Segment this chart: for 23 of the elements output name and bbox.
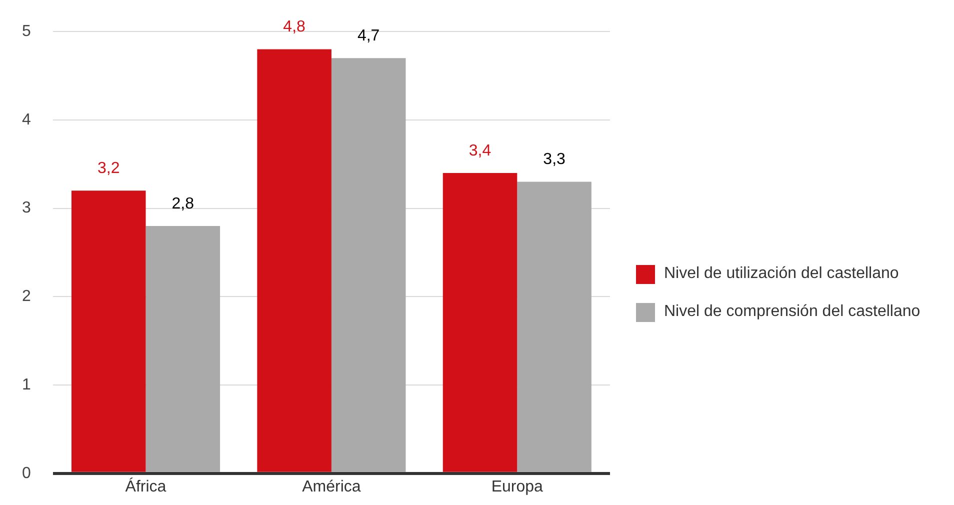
bar [442,172,518,472]
data-label: 4,8 [283,18,306,36]
bar [257,49,332,472]
bar [146,226,220,472]
bar [331,58,406,472]
y-tick-label: 2 [22,288,31,306]
y-tick-label: 3 [22,200,31,217]
x-tick-label: Europa [491,478,544,496]
data-label: 3,4 [468,142,492,160]
bar [517,182,592,472]
data-label: 3,2 [97,160,120,178]
y-tick-label: 5 [22,23,31,40]
data-label: 2,8 [172,195,194,212]
y-tick-label: 1 [22,376,31,394]
data-label: 3,3 [543,151,566,168]
x-tick-label: África [125,477,166,496]
legend-label: Nivel de utilización del castellano [664,265,899,283]
x-tick-label: América [302,478,361,496]
data-label: 4,7 [357,28,380,45]
y-tick-label: 0 [22,464,31,482]
legend-label: Nivel de comprensión del castellano [664,303,920,321]
bar [71,190,146,472]
y-tick-label: 4 [22,111,31,128]
